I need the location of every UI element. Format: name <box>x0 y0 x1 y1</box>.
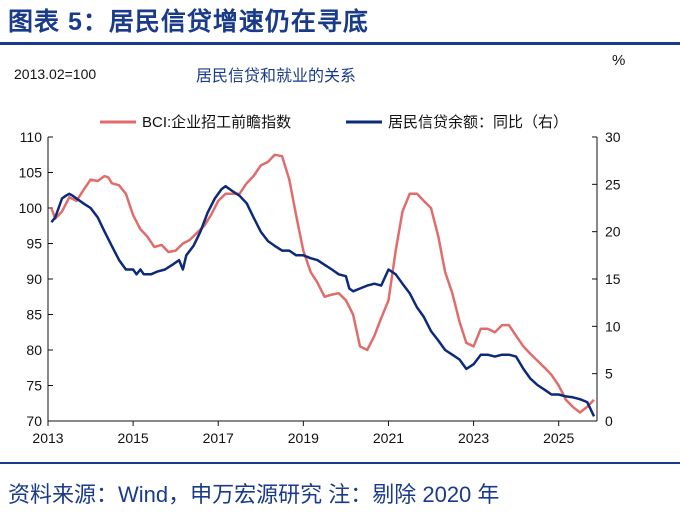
chart-title: 居民信贷和就业的关系 <box>196 68 357 85</box>
legend: BCI:企业招工前瞻指数 居民信贷余额：同比（右） <box>100 113 568 131</box>
source-note: 资料来源：Wind，申万宏源研究 注：剔除 2020 年 <box>8 482 500 507</box>
left-tick-label: 95 <box>26 236 42 252</box>
series-line-bci <box>50 153 595 414</box>
base-note: 2013.02=100 <box>14 66 97 82</box>
left-tick-label: 100 <box>19 200 43 216</box>
x-tick-label: 2017 <box>203 430 234 446</box>
right-tick-label: 20 <box>605 224 621 240</box>
right-tick-label: 15 <box>605 271 621 287</box>
x-tick-label: 2015 <box>118 430 149 446</box>
x-axis-ticks: 2013 2015 2017 2019 2021 2023 2025 <box>32 421 574 446</box>
right-tick-label: 25 <box>605 176 621 192</box>
x-tick-label: 2013 <box>32 430 63 446</box>
x-tick-label: 2023 <box>458 430 489 446</box>
legend-label-bci: BCI:企业招工前瞻指数 <box>142 113 291 131</box>
right-axis-ticks: 0 5 10 15 20 25 30 <box>592 129 621 429</box>
left-axis-ticks: 70 75 80 85 90 95 100 105 110 <box>19 129 53 429</box>
right-tick-label: 10 <box>605 318 621 334</box>
series-line-credit <box>50 184 596 417</box>
left-tick-label: 90 <box>26 271 42 287</box>
left-tick-label: 85 <box>26 307 42 323</box>
source-divider <box>0 462 680 464</box>
title-divider <box>0 42 680 45</box>
x-tick-label: 2021 <box>373 430 404 446</box>
left-tick-label: 80 <box>26 342 42 358</box>
legend-label-credit: 居民信贷余额：同比（右） <box>388 113 568 131</box>
x-tick-label: 2019 <box>288 430 319 446</box>
left-tick-label: 75 <box>26 378 42 394</box>
right-tick-label: 30 <box>605 129 621 145</box>
x-tick-label: 2025 <box>543 430 574 446</box>
left-tick-label: 70 <box>26 413 42 429</box>
left-tick-label: 110 <box>20 129 43 145</box>
right-tick-label: 0 <box>605 413 613 429</box>
figure-title: 图表 5：居民信贷增速仍在寻底 <box>8 8 369 36</box>
left-tick-label: 105 <box>19 165 43 181</box>
right-tick-label: 5 <box>605 366 613 382</box>
right-axis-unit: % <box>612 52 626 69</box>
